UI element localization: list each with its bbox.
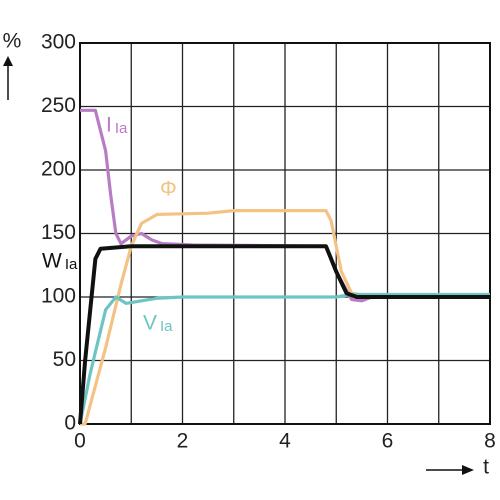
series-line [80, 108, 490, 303]
y-tick-label: 150 [41, 221, 76, 244]
y-tick-label: 100 [41, 285, 76, 308]
plot-frame [79, 42, 491, 425]
x-tick-label: 0 [74, 430, 86, 453]
y-tick-label: 250 [41, 94, 76, 117]
series-label: V [143, 312, 157, 335]
series-line [80, 209, 490, 426]
y-tick-label: 200 [41, 158, 76, 181]
y-axis-label: % [3, 30, 22, 53]
series-label: I [106, 114, 112, 137]
series-line [78, 244, 490, 425]
series-label-subscript: Ia [65, 256, 78, 273]
x-axis-label: t [483, 456, 489, 479]
y-arrow-head [3, 56, 13, 66]
series-label-subscript: Ia [160, 318, 173, 335]
x-tick-label: 4 [279, 430, 291, 453]
y-tick-label: 50 [53, 348, 76, 371]
series-label: W [42, 250, 62, 273]
series-label: Φ [160, 178, 177, 201]
x-arrow-head [462, 465, 474, 475]
x-tick-label: 2 [177, 430, 189, 453]
series-label-subscript: Ia [115, 120, 128, 137]
y-tick-label: 0 [64, 412, 76, 435]
y-tick-label: 300 [41, 31, 76, 54]
x-tick-label: 6 [382, 430, 394, 453]
series-line [78, 292, 490, 425]
x-tick-label: 8 [484, 430, 496, 453]
